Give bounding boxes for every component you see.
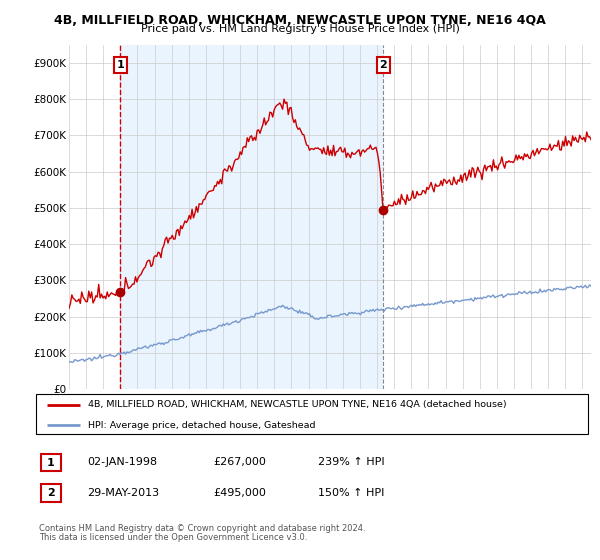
Text: 4B, MILLFIELD ROAD, WHICKHAM, NEWCASTLE UPON TYNE, NE16 4QA: 4B, MILLFIELD ROAD, WHICKHAM, NEWCASTLE …: [54, 14, 546, 27]
Text: 2: 2: [47, 488, 55, 498]
Text: 4B, MILLFIELD ROAD, WHICKHAM, NEWCASTLE UPON TYNE, NE16 4QA (detached house): 4B, MILLFIELD ROAD, WHICKHAM, NEWCASTLE …: [88, 400, 507, 409]
Text: Price paid vs. HM Land Registry's House Price Index (HPI): Price paid vs. HM Land Registry's House …: [140, 24, 460, 34]
Text: HPI: Average price, detached house, Gateshead: HPI: Average price, detached house, Gate…: [88, 421, 316, 430]
Text: 150% ↑ HPI: 150% ↑ HPI: [318, 488, 385, 498]
Bar: [41, 454, 61, 472]
Text: 2: 2: [380, 60, 387, 70]
Text: 1: 1: [116, 60, 124, 70]
Text: 29-MAY-2013: 29-MAY-2013: [87, 488, 159, 498]
Text: Contains HM Land Registry data © Crown copyright and database right 2024.: Contains HM Land Registry data © Crown c…: [39, 524, 365, 533]
Text: £495,000: £495,000: [213, 488, 266, 498]
Bar: [121, 45, 383, 389]
Text: 239% ↑ HPI: 239% ↑ HPI: [318, 457, 385, 467]
Text: This data is licensed under the Open Government Licence v3.0.: This data is licensed under the Open Gov…: [39, 533, 307, 542]
Text: 02-JAN-1998: 02-JAN-1998: [87, 457, 157, 467]
Text: £267,000: £267,000: [213, 457, 266, 467]
Text: 1: 1: [47, 458, 55, 468]
Bar: [41, 484, 61, 502]
